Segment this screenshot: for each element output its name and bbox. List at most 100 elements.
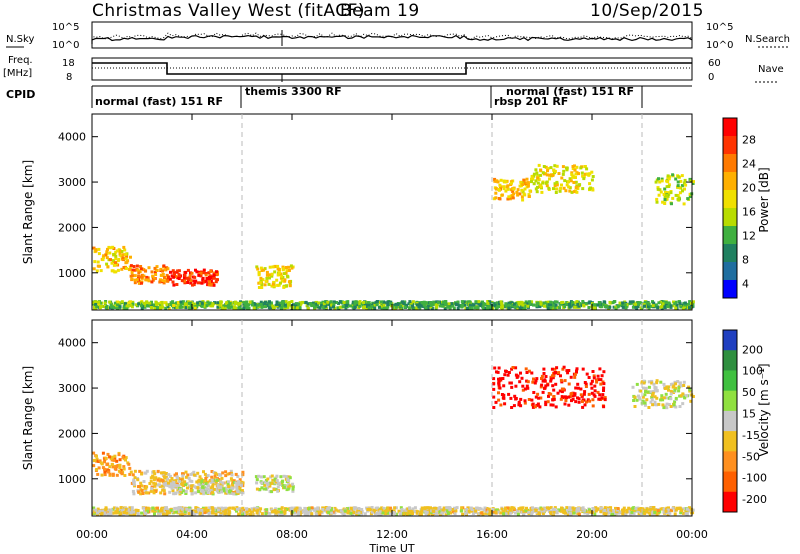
date-label: 10/Sep/2015 xyxy=(590,1,704,21)
velocity-cell xyxy=(389,512,393,516)
power-cell xyxy=(208,278,211,282)
velocity-cell xyxy=(669,397,673,401)
power-cell xyxy=(267,301,271,305)
power-cell xyxy=(175,306,179,309)
velocity-cell xyxy=(641,395,645,399)
velocity-cell xyxy=(372,508,376,512)
velocity-cell xyxy=(586,512,590,515)
velocity-cell xyxy=(317,511,321,515)
power-cell xyxy=(277,283,281,287)
velocity-cell xyxy=(161,512,165,516)
velocity-cell xyxy=(526,510,530,514)
velocity-cell xyxy=(256,508,260,512)
velocity-cell xyxy=(222,506,226,510)
power-cell xyxy=(201,276,205,280)
power-cell xyxy=(125,306,129,310)
power-cell xyxy=(609,301,613,305)
velocity-cell xyxy=(467,509,471,513)
velocity-cell xyxy=(689,507,693,511)
power-cell xyxy=(515,190,519,194)
velocity-cell xyxy=(538,405,542,409)
velocity-cell xyxy=(391,511,395,514)
velocity-cell xyxy=(194,510,198,513)
velocity-cell xyxy=(645,507,649,511)
velocity-cell xyxy=(181,483,185,487)
power-cell xyxy=(541,181,545,185)
velocity-cell xyxy=(132,480,136,484)
power-cell xyxy=(505,304,509,308)
velocity-cell xyxy=(95,468,99,471)
velocity-cell xyxy=(653,400,657,404)
velocity-y-label: Slant Range [km] xyxy=(21,366,35,470)
power-cell xyxy=(256,303,260,307)
power-cell xyxy=(666,174,670,178)
velocity-cell xyxy=(224,511,228,515)
power-cell xyxy=(553,300,557,304)
power-colorbar-label: 16 xyxy=(742,206,756,219)
velocity-cell xyxy=(581,367,585,371)
velocity-cell xyxy=(165,512,169,516)
power-cell xyxy=(539,302,543,306)
power-cell xyxy=(426,306,430,310)
velocity-cell xyxy=(245,510,249,514)
power-cell xyxy=(468,303,472,307)
power-cell xyxy=(656,306,660,310)
velocity-cell xyxy=(570,511,574,515)
power-cell xyxy=(197,281,200,285)
power-cell xyxy=(213,271,217,275)
velocity-cell xyxy=(437,507,441,511)
velocity-cell xyxy=(405,512,409,516)
velocity-cell xyxy=(592,393,596,397)
x-tick-label: 04:00 xyxy=(176,528,208,541)
power-cell xyxy=(101,258,105,262)
power-cell xyxy=(276,273,280,277)
power-cell xyxy=(294,306,298,310)
velocity-cell xyxy=(533,405,537,409)
velocity-cell xyxy=(281,510,285,514)
power-cell xyxy=(512,187,516,191)
velocity-cell xyxy=(229,477,233,481)
velocity-cell xyxy=(565,396,568,400)
velocity-cell xyxy=(145,469,149,473)
power-cell xyxy=(667,183,671,187)
power-cell xyxy=(155,303,158,307)
velocity-cell xyxy=(92,451,96,455)
velocity-cell xyxy=(511,366,515,369)
power-cell xyxy=(227,303,230,307)
velocity-cell xyxy=(117,453,121,457)
power-cell xyxy=(259,300,263,304)
power-cell xyxy=(588,182,592,186)
velocity-cell xyxy=(598,397,602,401)
velocity-cell xyxy=(602,405,606,409)
velocity-cell xyxy=(140,489,144,492)
velocity-cell xyxy=(196,471,200,475)
velocity-cell xyxy=(631,385,635,389)
velocity-cell xyxy=(562,365,566,369)
velocity-cell xyxy=(647,406,651,409)
velocity-cell xyxy=(383,511,387,515)
power-cell xyxy=(524,300,528,304)
power-cell xyxy=(583,165,587,169)
nsky-trace xyxy=(91,34,693,44)
power-cell xyxy=(174,275,178,279)
power-cell xyxy=(429,304,433,307)
velocity-cell xyxy=(162,471,166,475)
power-y-tick-label: 2000 xyxy=(58,221,86,234)
velocity-cell xyxy=(521,506,525,510)
velocity-cell xyxy=(276,485,280,489)
power-cell xyxy=(458,304,461,308)
velocity-cell xyxy=(255,481,259,485)
power-cell xyxy=(545,173,549,177)
velocity-cell xyxy=(190,492,194,496)
velocity-cell xyxy=(366,508,370,511)
power-cell xyxy=(498,197,502,201)
velocity-cell xyxy=(136,512,140,516)
power-cell xyxy=(290,300,294,303)
velocity-cell xyxy=(268,484,272,488)
power-cell xyxy=(601,303,605,306)
velocity-cell xyxy=(577,397,581,401)
power-cell xyxy=(466,300,470,304)
power-cell xyxy=(111,259,115,263)
power-cell xyxy=(128,268,132,271)
power-cell xyxy=(558,189,562,193)
